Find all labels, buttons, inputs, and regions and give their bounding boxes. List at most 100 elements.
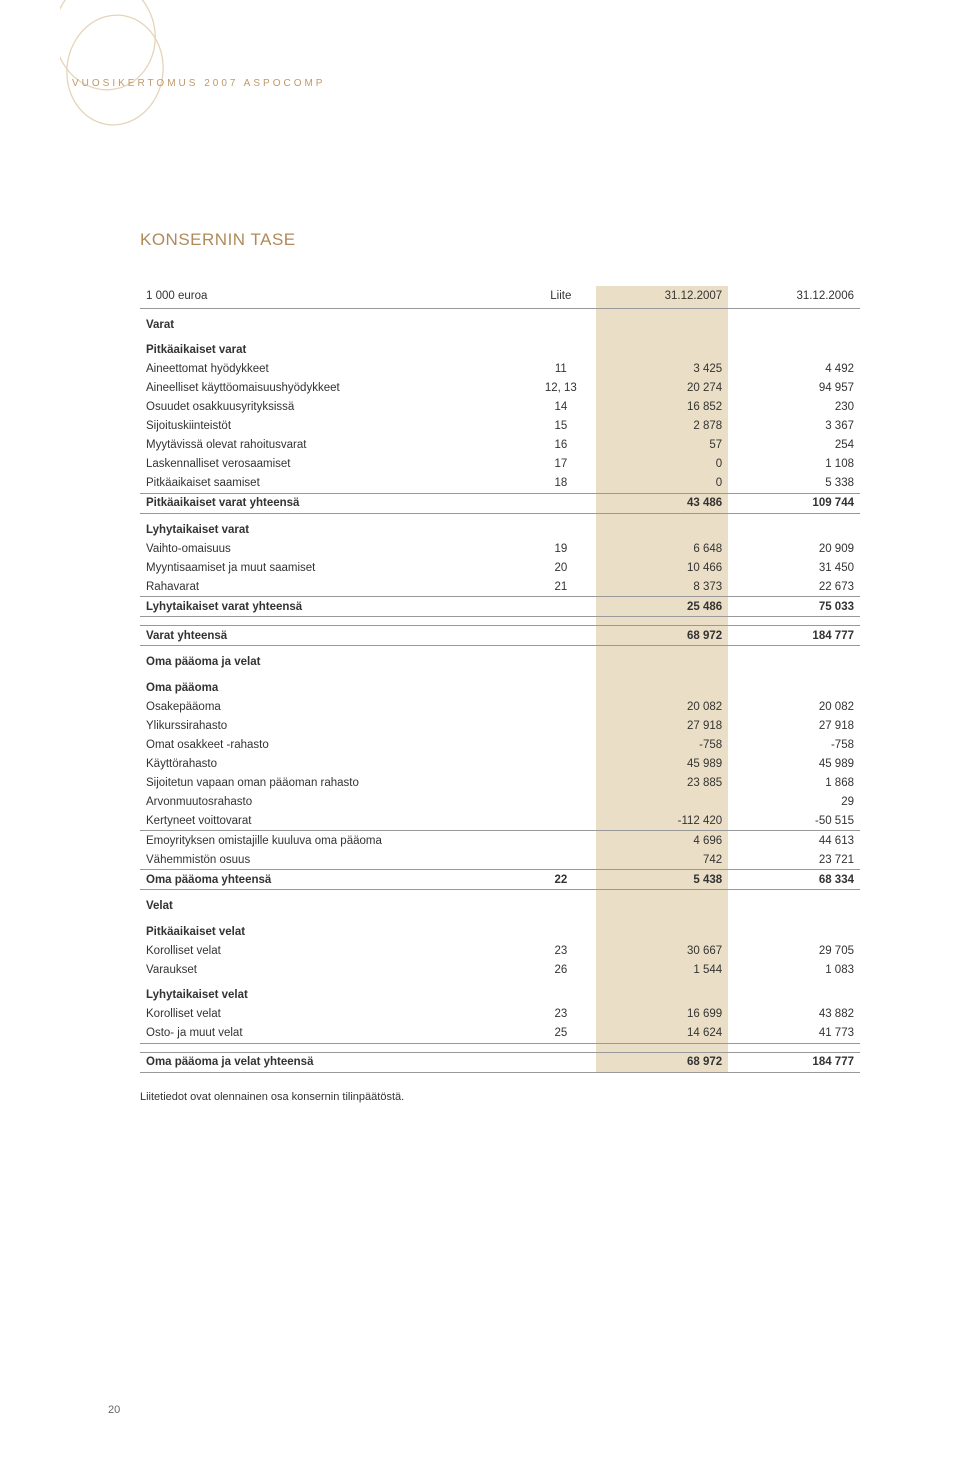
row-liite <box>525 792 596 811</box>
row-value-2006 <box>728 979 860 1005</box>
row-liite: 23 <box>525 941 596 960</box>
row-liite <box>525 979 596 1005</box>
row-label: Pitkäaikaiset saamiset <box>140 474 525 494</box>
row-liite: 22 <box>525 870 596 890</box>
row-liite <box>525 493 596 513</box>
data-row: Arvonmuutosrahasto 29 <box>140 792 860 811</box>
row-value-2006: -758 <box>728 735 860 754</box>
subtotal-row: Oma pääoma ja velat yhteensä68 972184 77… <box>140 1052 860 1072</box>
row-value-2006: 23 721 <box>728 850 860 870</box>
section-title: KONSERNIN TASE <box>140 230 860 250</box>
row-label: Korolliset velat <box>140 941 525 960</box>
row-value-2006: 31 450 <box>728 558 860 577</box>
row-liite <box>525 735 596 754</box>
row-label: Omat osakkeet -rahasto <box>140 735 525 754</box>
row-value-2007 <box>596 513 728 539</box>
row-liite: 16 <box>525 436 596 455</box>
row-label: Osakepääoma <box>140 697 525 716</box>
row-value-2007 <box>596 672 728 698</box>
row-label: Lyhytaikaiset varat yhteensä <box>140 597 525 617</box>
row-liite: 18 <box>525 474 596 494</box>
row-value-2007 <box>596 308 728 334</box>
row-label: Oma pääoma ja velat yhteensä <box>140 1052 525 1072</box>
row-value-2007: 0 <box>596 455 728 474</box>
row-value-2006: 29 705 <box>728 941 860 960</box>
row-label: Pitkäaikaiset velat <box>140 916 525 942</box>
section-heading-row: Lyhytaikaiset velat <box>140 979 860 1005</box>
row-liite <box>525 672 596 698</box>
spacer-row <box>140 617 860 626</box>
row-value-2007: 1 544 <box>596 960 728 979</box>
page-header: VUOSIKERTOMUS 2007 ASPOCOMP <box>72 78 325 89</box>
subtotal-row: Varat yhteensä68 972184 777 <box>140 626 860 646</box>
row-label: Oma pääoma yhteensä <box>140 870 525 890</box>
row-label: Myyntisaamiset ja muut saamiset <box>140 558 525 577</box>
data-row: Osuudet osakkuusyrityksissä1416 852230 <box>140 398 860 417</box>
row-value-2007: 25 486 <box>596 597 728 617</box>
row-value-2007: 57 <box>596 436 728 455</box>
data-row: Osakepääoma 20 08220 082 <box>140 697 860 716</box>
subtotal-row: Pitkäaikaiset varat yhteensä43 486109 74… <box>140 493 860 513</box>
col-liite: Liite <box>525 286 596 308</box>
row-value-2007: 10 466 <box>596 558 728 577</box>
row-liite: 12, 13 <box>525 379 596 398</box>
data-row: Rahavarat218 37322 673 <box>140 577 860 597</box>
subtotal-row: Lyhytaikaiset varat yhteensä25 48675 033 <box>140 597 860 617</box>
row-value-2007 <box>596 916 728 942</box>
row-value-2006: 109 744 <box>728 493 860 513</box>
decorative-rings-icon <box>60 0 180 150</box>
row-value-2006: 43 882 <box>728 1005 860 1024</box>
row-label: Vaihto-omaisuus <box>140 539 525 558</box>
col-2006: 31.12.2006 <box>728 286 860 308</box>
data-row: Korolliset velat2316 69943 882 <box>140 1005 860 1024</box>
data-row: Varaukset261 5441 083 <box>140 960 860 979</box>
row-label: Varaukset <box>140 960 525 979</box>
row-label: Lyhytaikaiset varat <box>140 513 525 539</box>
row-liite <box>525 850 596 870</box>
row-value-2006 <box>728 646 860 672</box>
subtotal-row: Oma pääoma yhteensä225 43868 334 <box>140 870 860 890</box>
row-value-2007: 20 082 <box>596 697 728 716</box>
row-value-2007 <box>596 646 728 672</box>
row-liite: 19 <box>525 539 596 558</box>
row-value-2006 <box>728 890 860 916</box>
row-liite: 26 <box>525 960 596 979</box>
data-row: Aineelliset käyttöomaisuushyödykkeet12, … <box>140 379 860 398</box>
row-value-2007: 23 885 <box>596 773 728 792</box>
row-value-2006 <box>728 513 860 539</box>
section-heading-row: Oma pääoma <box>140 672 860 698</box>
row-value-2007: 742 <box>596 850 728 870</box>
row-value-2006 <box>728 916 860 942</box>
row-label: Oma pääoma ja velat <box>140 646 525 672</box>
row-value-2006: 41 773 <box>728 1024 860 1044</box>
row-label: Kertyneet voittovarat <box>140 811 525 831</box>
row-label: Rahavarat <box>140 577 525 597</box>
row-label: Myytävissä olevat rahoitusvarat <box>140 436 525 455</box>
row-label: Osuudet osakkuusyrityksissä <box>140 398 525 417</box>
row-value-2007: 8 373 <box>596 577 728 597</box>
row-value-2006 <box>728 672 860 698</box>
row-liite: 15 <box>525 417 596 436</box>
row-liite <box>525 916 596 942</box>
row-value-2007: 0 <box>596 474 728 494</box>
data-row: Myyntisaamiset ja muut saamiset2010 4663… <box>140 558 860 577</box>
row-value-2007: 2 878 <box>596 417 728 436</box>
row-value-2007: -758 <box>596 735 728 754</box>
row-value-2006: 44 613 <box>728 831 860 851</box>
row-value-2007: 43 486 <box>596 493 728 513</box>
section-heading-row: Velat <box>140 890 860 916</box>
row-value-2006: 29 <box>728 792 860 811</box>
row-value-2006: 254 <box>728 436 860 455</box>
data-row: Käyttörahasto45 98945 989 <box>140 754 860 773</box>
row-value-2007 <box>596 792 728 811</box>
row-liite <box>525 597 596 617</box>
row-value-2006: 20 082 <box>728 697 860 716</box>
row-label: Osto- ja muut velat <box>140 1024 525 1044</box>
row-label: Velat <box>140 890 525 916</box>
balance-sheet: KONSERNIN TASE 1 000 euroa Liite 31.12.2… <box>140 230 860 1103</box>
table-header-row: 1 000 euroa Liite 31.12.2007 31.12.2006 <box>140 286 860 308</box>
row-value-2006: 22 673 <box>728 577 860 597</box>
row-liite: 14 <box>525 398 596 417</box>
row-value-2007: -112 420 <box>596 811 728 831</box>
row-label: Arvonmuutosrahasto <box>140 792 525 811</box>
